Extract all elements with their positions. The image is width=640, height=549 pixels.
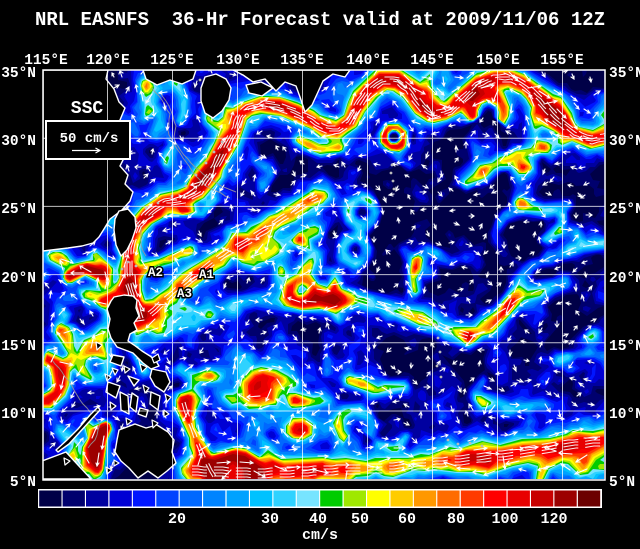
svg-text:125°E: 125°E bbox=[150, 53, 194, 69]
svg-text:145°E: 145°E bbox=[410, 53, 454, 69]
svg-text:15°N: 15°N bbox=[609, 339, 640, 355]
svg-text:10°N: 10°N bbox=[1, 407, 36, 423]
svg-text:10°N: 10°N bbox=[609, 407, 640, 423]
svg-text:cm/s: cm/s bbox=[302, 527, 338, 544]
svg-text:30: 30 bbox=[261, 511, 279, 528]
svg-text:20: 20 bbox=[168, 511, 186, 528]
svg-text:50 cm/s: 50 cm/s bbox=[60, 131, 119, 147]
svg-text:135°E: 135°E bbox=[280, 53, 324, 69]
svg-text:A3: A3 bbox=[177, 287, 192, 301]
svg-text:30°N: 30°N bbox=[609, 134, 640, 150]
svg-text:A2: A2 bbox=[148, 266, 163, 280]
svg-text:SSC: SSC bbox=[71, 99, 104, 119]
svg-text:30°N: 30°N bbox=[1, 134, 36, 150]
svg-text:115°E: 115°E bbox=[24, 53, 68, 69]
svg-text:120°E: 120°E bbox=[86, 53, 130, 69]
svg-text:25°N: 25°N bbox=[1, 202, 36, 218]
svg-text:50: 50 bbox=[351, 511, 369, 528]
svg-text:NRL EASNFS 36-Hr Forecast val: NRL EASNFS 36-Hr Forecast valid at 2009/… bbox=[35, 9, 605, 31]
svg-text:130°E: 130°E bbox=[216, 53, 260, 69]
svg-text:140°E: 140°E bbox=[346, 53, 390, 69]
svg-text:20°N: 20°N bbox=[609, 271, 640, 287]
svg-text:40: 40 bbox=[309, 511, 327, 528]
svg-text:25°N: 25°N bbox=[609, 202, 640, 218]
svg-text:5°N: 5°N bbox=[10, 475, 36, 491]
svg-text:80: 80 bbox=[447, 511, 465, 528]
svg-text:150°E: 150°E bbox=[476, 53, 520, 69]
svg-text:100: 100 bbox=[491, 511, 518, 528]
svg-text:60: 60 bbox=[398, 511, 416, 528]
svg-text:15°N: 15°N bbox=[1, 339, 36, 355]
svg-text:5°N: 5°N bbox=[609, 475, 635, 491]
svg-text:155°E: 155°E bbox=[540, 53, 584, 69]
svg-text:120: 120 bbox=[540, 511, 567, 528]
svg-text:35°N: 35°N bbox=[1, 66, 36, 82]
svg-text:A1: A1 bbox=[199, 268, 214, 282]
svg-text:35°N: 35°N bbox=[609, 66, 640, 82]
svg-text:20°N: 20°N bbox=[1, 271, 36, 287]
